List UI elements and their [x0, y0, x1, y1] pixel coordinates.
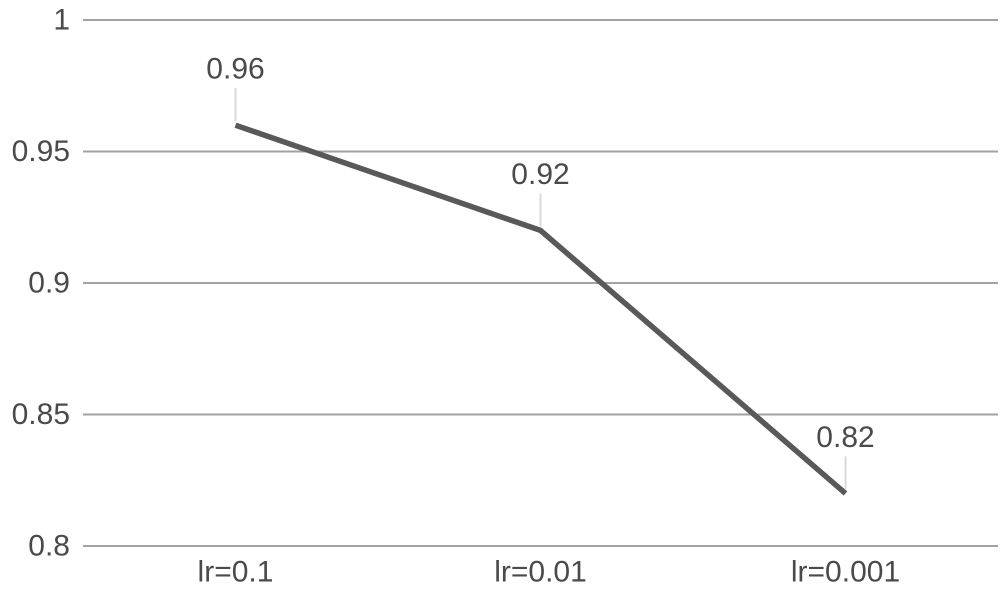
data-label: 0.96 — [206, 53, 264, 86]
x-axis-category-label: lr=0.01 — [494, 556, 587, 589]
y-axis-tick-label: 0.85 — [12, 398, 70, 431]
x-axis-category-label: lr=0.1 — [198, 556, 274, 589]
data-label: 0.82 — [816, 421, 874, 454]
series-line — [234, 122, 848, 496]
y-axis-tick-label: 1 — [53, 4, 70, 37]
x-axis-category-label: lr=0.001 — [791, 556, 900, 589]
y-axis-tick-label: 0.95 — [12, 135, 70, 168]
data-label: 0.92 — [511, 158, 569, 191]
y-axis-tick-label: 0.9 — [28, 267, 70, 300]
y-axis-tick-label: 0.8 — [28, 530, 70, 563]
